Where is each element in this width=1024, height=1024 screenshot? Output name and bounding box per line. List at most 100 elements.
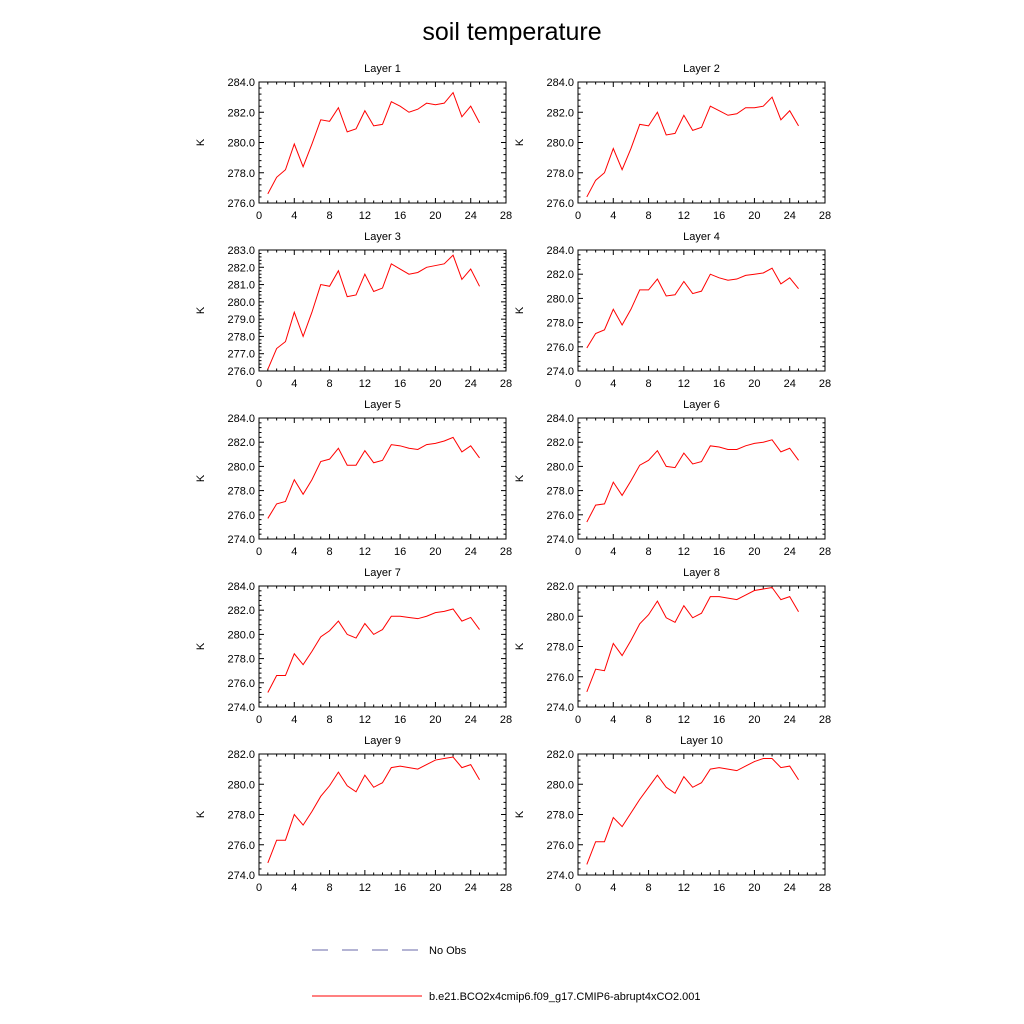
y-axis-label: K [514,642,526,650]
y-tick-label: 282.0 [546,581,574,593]
x-tick-label: 20 [429,714,441,726]
plot-frame [258,417,507,540]
x-tick-label: 4 [291,378,297,390]
panel-title: Layer 10 [680,735,723,747]
x-tick-label: 0 [256,378,262,390]
x-tick-label: 16 [713,546,725,558]
y-tick-label: 276.0 [227,678,255,690]
x-tick-label: 8 [327,882,333,894]
plot-frame [258,249,507,372]
y-tick-label: 284.0 [546,413,574,425]
y-axis-label: K [514,306,526,314]
x-tick-label: 8 [327,546,333,558]
series-line-model [267,436,480,519]
x-tick-label: 16 [713,210,725,222]
x-tick-label: 20 [748,210,760,222]
y-tick-label: 274.0 [546,702,574,714]
x-tick-label: 24 [784,210,796,222]
x-tick-label: 16 [713,714,725,726]
x-tick-label: 8 [327,210,333,222]
x-tick-label: 20 [429,378,441,390]
x-tick-label: 4 [291,210,297,222]
series-line-model [586,96,799,198]
y-tick-label: 276.0 [227,840,255,852]
panel-title: Layer 5 [364,399,401,411]
y-tick-label: 276.0 [546,672,574,684]
y-tick-label: 282.0 [546,107,574,119]
plot-frame [577,753,826,876]
x-tick-label: 20 [748,546,760,558]
panel-layer-5: 274.0 276.0 278.0 280.0 282.0 284.0 0 4 8 12 16 20 2… [195,399,512,558]
y-tick-label: 274.0 [546,870,574,882]
panel-title: Layer 1 [364,63,401,75]
y-tick-label: 276.0 [546,510,574,522]
x-tick-label: 16 [394,210,406,222]
y-tick-label: 280.0 [227,779,255,791]
x-tick-label: 0 [575,546,581,558]
y-tick-label: 284.0 [227,77,255,89]
x-tick-label: 12 [678,210,690,222]
y-tick-label: 274.0 [227,534,255,546]
series-line-model [267,254,480,370]
plot-frame [577,81,826,204]
series-line-model [586,758,799,865]
x-tick-label: 8 [646,714,652,726]
x-tick-label: 8 [646,882,652,894]
y-tick-label: 278.0 [546,642,574,654]
y-tick-label: 282.0 [227,437,255,449]
x-tick-label: 12 [678,546,690,558]
y-axis-label: K [195,474,207,482]
x-tick-label: 0 [256,882,262,894]
x-tick-label: 8 [327,378,333,390]
y-tick-label: 281.0 [227,280,255,292]
y-tick-label: 284.0 [546,245,574,257]
panel-title: Layer 8 [683,567,720,579]
panel-layer-1: 276.0 278.0 280.0 282.0 284.0 0 4 8 12 16 20 24 28 La… [195,63,512,222]
x-tick-label: 12 [678,378,690,390]
series-line-model [267,91,480,195]
x-tick-label: 28 [819,546,831,558]
plot-frame [577,249,826,372]
x-tick-label: 0 [575,378,581,390]
x-tick-label: 28 [819,882,831,894]
panel-layer-6: 274.0 276.0 278.0 280.0 282.0 284.0 0 4 8 12 16 20 2… [514,399,831,558]
x-tick-label: 4 [610,882,616,894]
x-tick-label: 28 [500,546,512,558]
x-tick-label: 12 [678,714,690,726]
panel-layer-9: 274.0 276.0 278.0 280.0 282.0 0 4 8 12 16 20 24 28 La… [195,735,512,894]
panel-title: Layer 9 [364,735,401,747]
y-tick-label: 276.0 [227,366,255,378]
x-tick-label: 20 [748,882,760,894]
y-tick-label: 282.0 [227,749,255,761]
x-tick-label: 0 [575,882,581,894]
y-tick-label: 280.0 [227,461,255,473]
x-tick-label: 4 [291,546,297,558]
x-tick-label: 4 [610,378,616,390]
y-tick-label: 276.0 [227,198,255,210]
panel-layer-2: 276.0 278.0 280.0 282.0 284.0 0 4 8 12 16 20 24 28 La… [514,63,831,222]
y-tick-label: 282.0 [227,605,255,617]
y-tick-label: 278.0 [227,810,255,822]
x-tick-label: 4 [610,210,616,222]
y-tick-label: 277.0 [227,349,255,361]
x-tick-label: 8 [646,378,652,390]
x-tick-label: 0 [256,210,262,222]
x-tick-label: 0 [575,714,581,726]
legend-label-model: b.e21.BCO2x4cmip6.f09_g17.CMIP6-abrupt4x… [429,991,701,1003]
y-axis-label: K [195,642,207,650]
x-tick-label: 24 [465,882,477,894]
y-tick-label: 274.0 [227,702,255,714]
x-tick-label: 16 [713,378,725,390]
x-tick-label: 8 [646,210,652,222]
panel-title: Layer 7 [364,567,401,579]
y-tick-label: 282.0 [546,749,574,761]
y-tick-label: 284.0 [227,581,255,593]
x-tick-label: 4 [291,882,297,894]
panel-title: Layer 2 [683,63,720,75]
y-tick-label: 276.0 [546,342,574,354]
x-tick-label: 16 [394,714,406,726]
legend: No Obs b.e21.BCO2x4cmip6.f09_g17.CMIP6-ab… [312,945,701,1003]
y-tick-label: 282.0 [546,269,574,281]
x-tick-label: 4 [610,714,616,726]
